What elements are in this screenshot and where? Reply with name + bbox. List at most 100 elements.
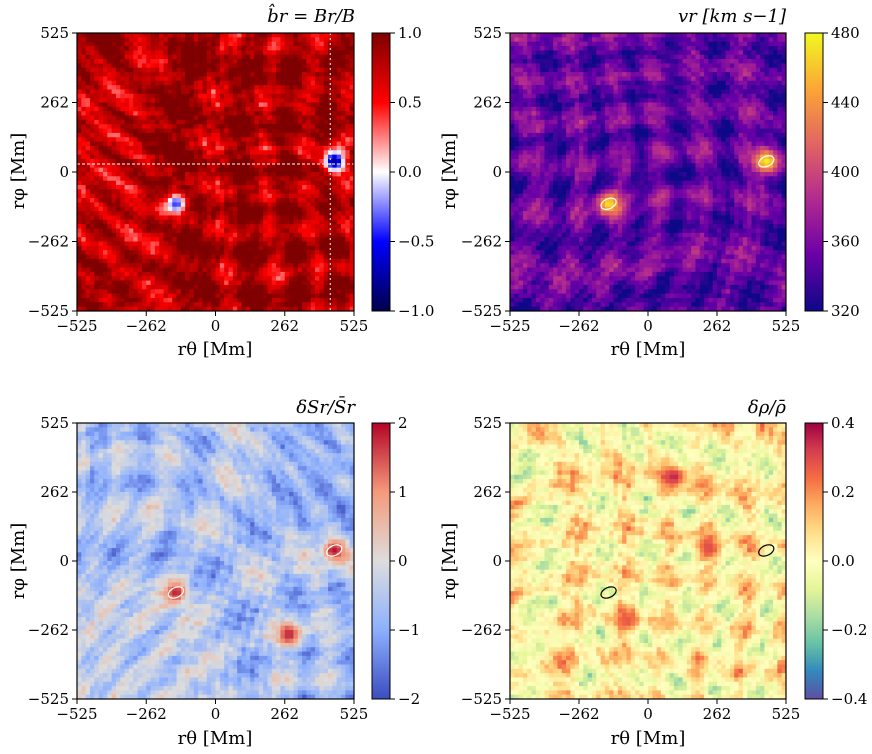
heatmap-cell [232,128,238,134]
heatmap-cell [665,85,671,91]
heatmap-cell [254,115,260,121]
heatmap-cell [332,141,338,147]
heatmap-cell [202,132,208,138]
heatmap-cell [669,37,675,43]
heatmap-cell [115,224,121,230]
heatmap-cell [228,284,234,290]
heatmap-cell [250,241,256,247]
heatmap-cell [154,271,160,277]
heatmap-cell [193,124,199,130]
heatmap-cell [128,297,134,303]
heatmap-cell [211,67,217,73]
heatmap-cell [219,202,225,208]
heatmap-cell [185,302,191,308]
heatmap-cell [172,176,178,182]
heatmap-cell [751,85,757,91]
heatmap-cell [284,245,290,251]
heatmap-cell [263,98,269,104]
heatmap-cell [245,67,251,73]
heatmap-cell [302,111,307,117]
heatmap-cell [258,141,264,147]
heatmap-cell [81,163,87,169]
heatmap-cell [154,46,160,51]
heatmap-cell [115,93,121,99]
heatmap-cell [77,106,82,112]
heatmap-cell [535,67,541,73]
heatmap-cell [176,267,182,273]
heatmap-cell [228,141,234,147]
heatmap-cell [284,224,290,230]
heatmap-cell [180,219,186,225]
heatmap-cell [669,50,675,56]
heatmap-cell [189,237,195,243]
heatmap-cell [89,141,95,147]
heatmap-cell [665,54,671,60]
heatmap-cell [159,206,165,212]
heatmap-cell [189,189,195,195]
heatmap-cell [219,180,225,186]
heatmap-cell [215,80,221,86]
heatmap-cell [172,232,178,238]
heatmap-cell [617,89,623,95]
heatmap-cell [211,63,217,69]
heatmap-cell [94,167,100,173]
heatmap-cell [263,267,269,273]
heatmap-cell [267,198,273,203]
heatmap-cell [613,59,619,64]
heatmap-cell [574,67,580,73]
heatmap-cell [332,102,338,108]
heatmap-cell [163,50,169,56]
heatmap-cell [267,297,273,303]
heatmap-cell [293,215,299,221]
heatmap-cell [237,115,243,121]
heatmap-cell [319,33,325,38]
heatmap-cell [107,232,113,238]
heatmap-cell [773,63,778,69]
heatmap-cell [189,54,195,60]
heatmap-cell [276,224,282,230]
heatmap-cell [85,276,91,282]
heatmap-cell [219,163,225,169]
heatmap-cell [176,46,182,51]
heatmap-cell [721,50,727,56]
heatmap-cell [89,176,95,182]
heatmap-cell [284,33,290,38]
heatmap-cell [297,54,303,60]
heatmap-cell [635,85,640,91]
heatmap-cell [319,280,325,286]
heatmap-cell [263,241,269,247]
heatmap-cell [232,198,238,203]
heatmap-cell [310,59,316,64]
heatmap-cell [310,141,316,147]
heatmap-cell [215,115,221,121]
heatmap-cell [141,89,147,95]
heatmap-cell [133,293,139,299]
heatmap-cell [211,267,217,273]
heatmap-cell [258,46,264,51]
heatmap-cell [124,80,130,86]
heatmap-cell [289,115,295,121]
heatmap-cell [284,219,290,225]
heatmap-cell [302,284,307,290]
heatmap-cell [310,50,316,56]
heatmap-cell [150,158,156,164]
heatmap-cell [297,172,303,177]
heatmap-cell [306,245,312,251]
heatmap-cell [323,245,329,251]
heatmap-cell [665,41,671,47]
heatmap-cell [284,132,290,138]
heatmap-cell [89,267,95,273]
heatmap-cell [656,41,662,47]
heatmap-cell [276,271,282,277]
heatmap-cell [297,106,303,112]
heatmap-cell [289,258,295,264]
heatmap-cell [202,141,208,147]
heatmap-cell [219,132,225,138]
heatmap-cell [133,141,139,147]
heatmap-cell [176,119,182,125]
heatmap-cell [764,46,770,51]
heatmap-cell [302,46,307,51]
heatmap-cell [176,80,182,86]
heatmap-cell [315,198,320,203]
heatmap-cell [241,137,247,143]
